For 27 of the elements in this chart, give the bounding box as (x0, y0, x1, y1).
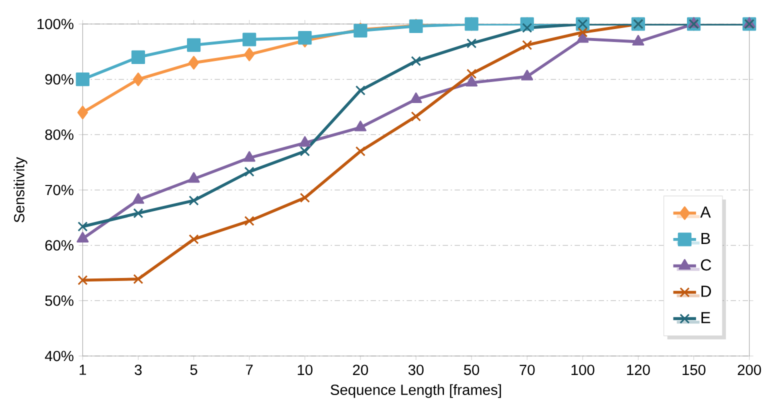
x-axis-title: Sequence Length [frames] (330, 384, 501, 398)
y-tick-label: 80% (45, 129, 74, 140)
x-tick-label: 20 (353, 364, 368, 376)
legend-label: D (702, 286, 711, 297)
x-tick-label: 200 (738, 364, 761, 376)
x-tick-label: 30 (408, 364, 424, 376)
legend-label: C (701, 259, 712, 271)
x-tick-label: 150 (682, 364, 706, 376)
x-tick-label: 50 (464, 364, 480, 376)
x-tick-label: 70 (520, 364, 535, 376)
y-tick-label: 60% (45, 240, 74, 251)
x-tick-label: 5 (190, 364, 198, 375)
y-tick-label: 40% (44, 350, 74, 362)
y-tick-label: 70% (45, 184, 74, 196)
x-tick-label: 3 (134, 364, 142, 376)
x-tick-label: 1 (80, 364, 86, 375)
legend-label: A (700, 206, 711, 218)
legend-label: B (702, 232, 710, 244)
y-tick-label: 50% (45, 295, 74, 306)
y-axis-title: Sensitivity (14, 157, 28, 222)
x-tick-label: 100 (572, 364, 594, 376)
legend-label: E (702, 312, 710, 324)
x-tick-label: 120 (627, 364, 650, 376)
x-tick-label: 7 (246, 364, 253, 375)
y-tick-label: 90% (45, 74, 74, 85)
x-tick-label: 10 (298, 364, 312, 376)
y-tick-label: 100% (38, 18, 74, 30)
